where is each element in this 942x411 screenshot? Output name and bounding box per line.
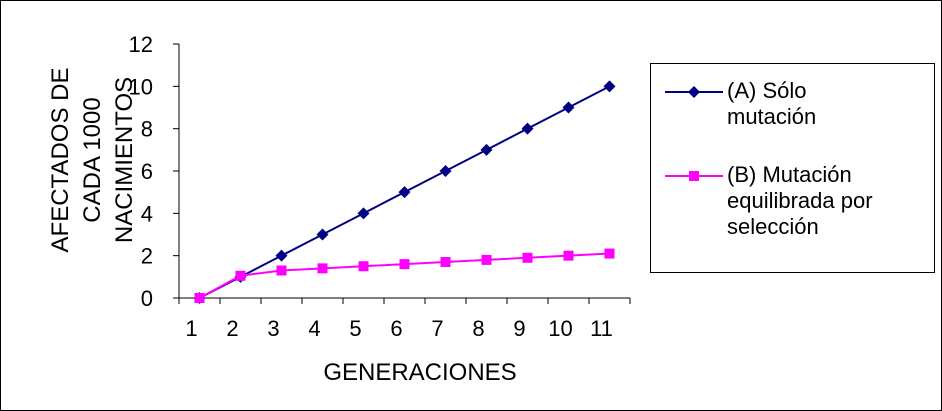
series-group <box>193 80 616 304</box>
x-tick-label: 10 <box>548 316 572 341</box>
y-axis-title-line: AFECTADOS DE <box>47 68 74 253</box>
x-tick-label: 8 <box>472 316 484 341</box>
data-point-diamond <box>275 249 288 262</box>
legend-label-line: selección <box>727 214 819 239</box>
legend-label-line: mutación <box>727 104 817 129</box>
x-tick-label: 4 <box>308 316 320 341</box>
data-point-diamond <box>480 143 493 156</box>
x-tick-label: 3 <box>267 316 279 341</box>
y-tick-label: 2 <box>141 244 153 269</box>
data-point-diamond <box>521 122 534 135</box>
data-point-diamond <box>398 186 411 199</box>
data-point-diamond <box>603 80 616 93</box>
data-point-square <box>276 265 287 276</box>
y-tick-label: 4 <box>141 201 153 226</box>
legend-marker-square <box>689 171 699 181</box>
y-tick-label: 6 <box>141 159 153 184</box>
legend-markers <box>665 86 723 181</box>
data-point-diamond <box>357 207 370 220</box>
y-tick-labels: 0 2 4 6 8 10 12 <box>129 32 153 311</box>
data-point-square <box>522 252 533 263</box>
data-point-square <box>317 263 328 274</box>
legend-label-line: (A) Sólo <box>727 78 807 103</box>
data-point-square <box>481 254 492 265</box>
y-tick-label: 12 <box>129 32 153 57</box>
legend: (A) Sólo mutación (B) Mutación equilibrada … <box>650 63 935 273</box>
data-point-square <box>440 257 451 268</box>
x-tick-label: 1 <box>185 316 197 341</box>
x-tick-label: 5 <box>349 316 361 341</box>
data-point-square <box>563 250 574 261</box>
legend-label: (B) Mutación equilibrada por selección <box>727 162 873 240</box>
data-point-diamond <box>316 228 329 241</box>
legend-label-line: equilibrada por <box>727 188 873 213</box>
data-point-diamond <box>439 165 452 177</box>
y-tick-label: 0 <box>141 286 153 311</box>
y-axis-title: AFECTADOS DE CADA 1000 NACIMIENTOS <box>47 68 138 253</box>
x-tick-label: 11 <box>590 316 613 341</box>
data-point-square <box>358 261 369 272</box>
data-point-square <box>399 259 410 270</box>
legend-label: (A) Sólo mutación <box>727 78 816 130</box>
x-tick-label: 9 <box>513 316 525 341</box>
legend-label-line: (B) Mutación <box>727 162 852 187</box>
x-tick-label: 2 <box>226 316 238 341</box>
x-tick-label: 7 <box>431 316 443 341</box>
y-axis-title-line: CADA 1000 <box>79 97 106 222</box>
data-point-square <box>194 293 205 303</box>
y-tick-label: 8 <box>141 117 153 142</box>
data-point-square <box>604 248 615 259</box>
x-tick-label: 6 <box>390 316 402 341</box>
data-point-diamond <box>562 101 575 114</box>
data-point-square <box>235 270 246 281</box>
y-tick-label: 10 <box>129 74 153 99</box>
x-axis-title: GENERACIONES <box>323 359 516 386</box>
axes <box>173 43 631 304</box>
x-tick-labels: 1 2 3 4 5 6 7 8 9 10 11 <box>185 316 613 341</box>
legend-marker-diamond <box>688 86 700 98</box>
y-axis-title-line: NACIMIENTOS <box>111 77 138 243</box>
